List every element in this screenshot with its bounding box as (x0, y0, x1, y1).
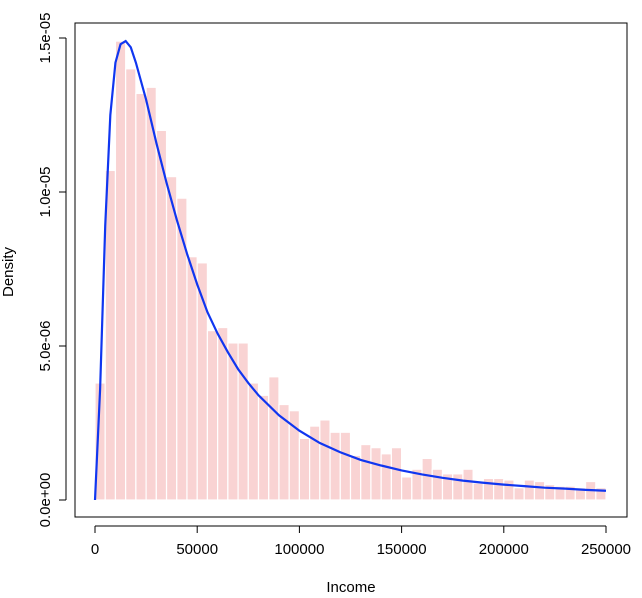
histogram-bar (125, 68, 137, 501)
histogram-bar (114, 40, 127, 501)
histogram-bar (165, 176, 178, 501)
histogram-bar (503, 479, 515, 501)
histogram-bar (329, 431, 341, 501)
x-axis: 0 50000 100000 150000 200000 250000 (91, 525, 631, 558)
histogram-bar (523, 479, 536, 501)
histogram-bar (237, 342, 249, 501)
histogram-bar (492, 477, 505, 501)
y-axis: 0.0e+00 5.0e-06 1.0e-05 1.5e-05 (37, 13, 67, 528)
histogram-bar (135, 92, 147, 501)
y-tick-label: 1.5e-05 (37, 13, 54, 64)
y-tick-label: 0.0e+00 (37, 473, 54, 528)
histogram-bar (533, 480, 546, 501)
histogram-bar (360, 443, 372, 501)
histogram-bar (268, 376, 280, 501)
histogram-bar (257, 394, 270, 501)
histogram-bar (217, 326, 229, 501)
histogram-bar (472, 482, 484, 501)
histogram-bar (206, 330, 219, 501)
histogram-bar (482, 477, 495, 501)
histogram-bars (94, 40, 607, 501)
histogram-bar (104, 169, 117, 501)
y-tick-label: 1.0e-05 (37, 167, 54, 218)
histogram-bar (176, 197, 188, 501)
histogram-bar (380, 453, 392, 501)
x-tick-label: 0 (91, 541, 99, 558)
x-tick-label: 150000 (377, 541, 427, 558)
histogram-bar (186, 256, 198, 501)
histogram-bar (401, 476, 413, 501)
x-axis-title: Income (326, 579, 375, 596)
histogram-bar (298, 437, 311, 501)
y-tick-label: 5.0e-06 (37, 321, 54, 372)
histogram-bar (452, 473, 464, 501)
histogram-bar (339, 431, 352, 501)
x-tick-label: 100000 (274, 541, 324, 558)
histogram-bar (421, 457, 433, 501)
x-tick-label: 50000 (176, 541, 218, 558)
histogram-bar (390, 447, 403, 501)
histogram-bar (349, 454, 362, 501)
density-curve (93, 39, 607, 501)
histogram-bar (145, 86, 157, 501)
histogram-bar (370, 447, 382, 501)
histogram-bar (595, 487, 607, 501)
x-tick-label: 200000 (479, 541, 529, 558)
y-axis-title: Density (0, 246, 17, 297)
histogram-bar (462, 468, 474, 501)
x-tick-label: 250000 (581, 541, 631, 558)
plot-frame (74, 22, 628, 518)
histogram-bar (247, 382, 260, 501)
histogram-bar (155, 129, 168, 501)
histogram-bar (513, 487, 525, 501)
histogram-bar (431, 468, 444, 501)
histogram-bar (319, 419, 331, 501)
